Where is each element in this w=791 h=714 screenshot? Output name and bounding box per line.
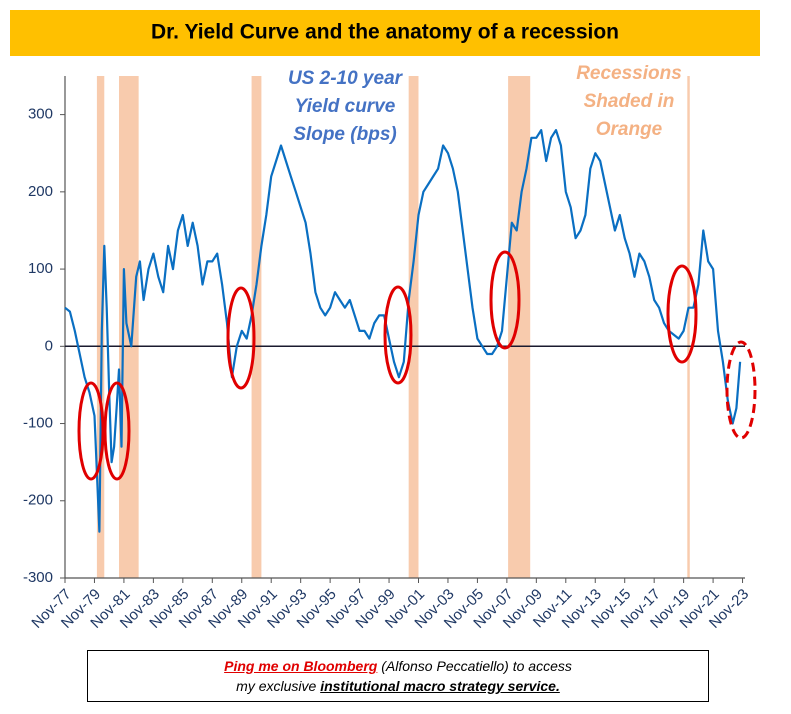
recession-band [687, 76, 690, 578]
annotation: Slope (bps) [293, 124, 396, 145]
footer-text: (Alfonso Peccatiello) to access [381, 658, 572, 674]
footer-emphasis: institutional macro strategy service. [320, 678, 560, 694]
chart-title: Dr. Yield Curve and the anatomy of a rec… [151, 21, 619, 44]
annotation: Yield curve [295, 96, 396, 117]
y-tick-label: -200 [23, 492, 53, 509]
y-tick-label: 200 [28, 183, 53, 200]
highlight-ellipse [226, 286, 256, 390]
highlight-ellipse [666, 264, 698, 364]
annotation: US 2-10 year [288, 68, 404, 89]
recession-note: Shaded in [584, 91, 675, 112]
y-tick-label: -300 [23, 569, 53, 586]
yield-curve-line [64, 129, 742, 533]
recession-band [251, 76, 262, 578]
y-tick-label: 300 [28, 106, 53, 123]
recession-band [119, 76, 139, 578]
footer-link[interactable]: Ping me on Bloomberg [224, 658, 378, 674]
y-tick-label: 0 [45, 337, 53, 354]
highlight-ellipse [383, 285, 413, 385]
title-bar [10, 10, 760, 56]
highlight-ellipse [103, 381, 131, 481]
y-tick-label: 100 [28, 260, 53, 277]
y-tick-label: -100 [23, 415, 53, 432]
recession-band [408, 76, 419, 578]
recession-note: Orange [596, 119, 663, 140]
footer-box: Ping me on Bloomberg (Alfonso Peccatiell… [87, 650, 709, 702]
highlight-ellipse [489, 250, 521, 350]
footer-text: my exclusive [236, 678, 317, 694]
chart: Dr. Yield Curve and the anatomy of a rec… [10, 10, 760, 632]
recession-band [96, 76, 105, 578]
recession-band [508, 76, 531, 578]
highlight-ellipse [725, 340, 757, 440]
highlight-ellipse [77, 381, 105, 481]
recession-note: Recessions [576, 63, 682, 84]
